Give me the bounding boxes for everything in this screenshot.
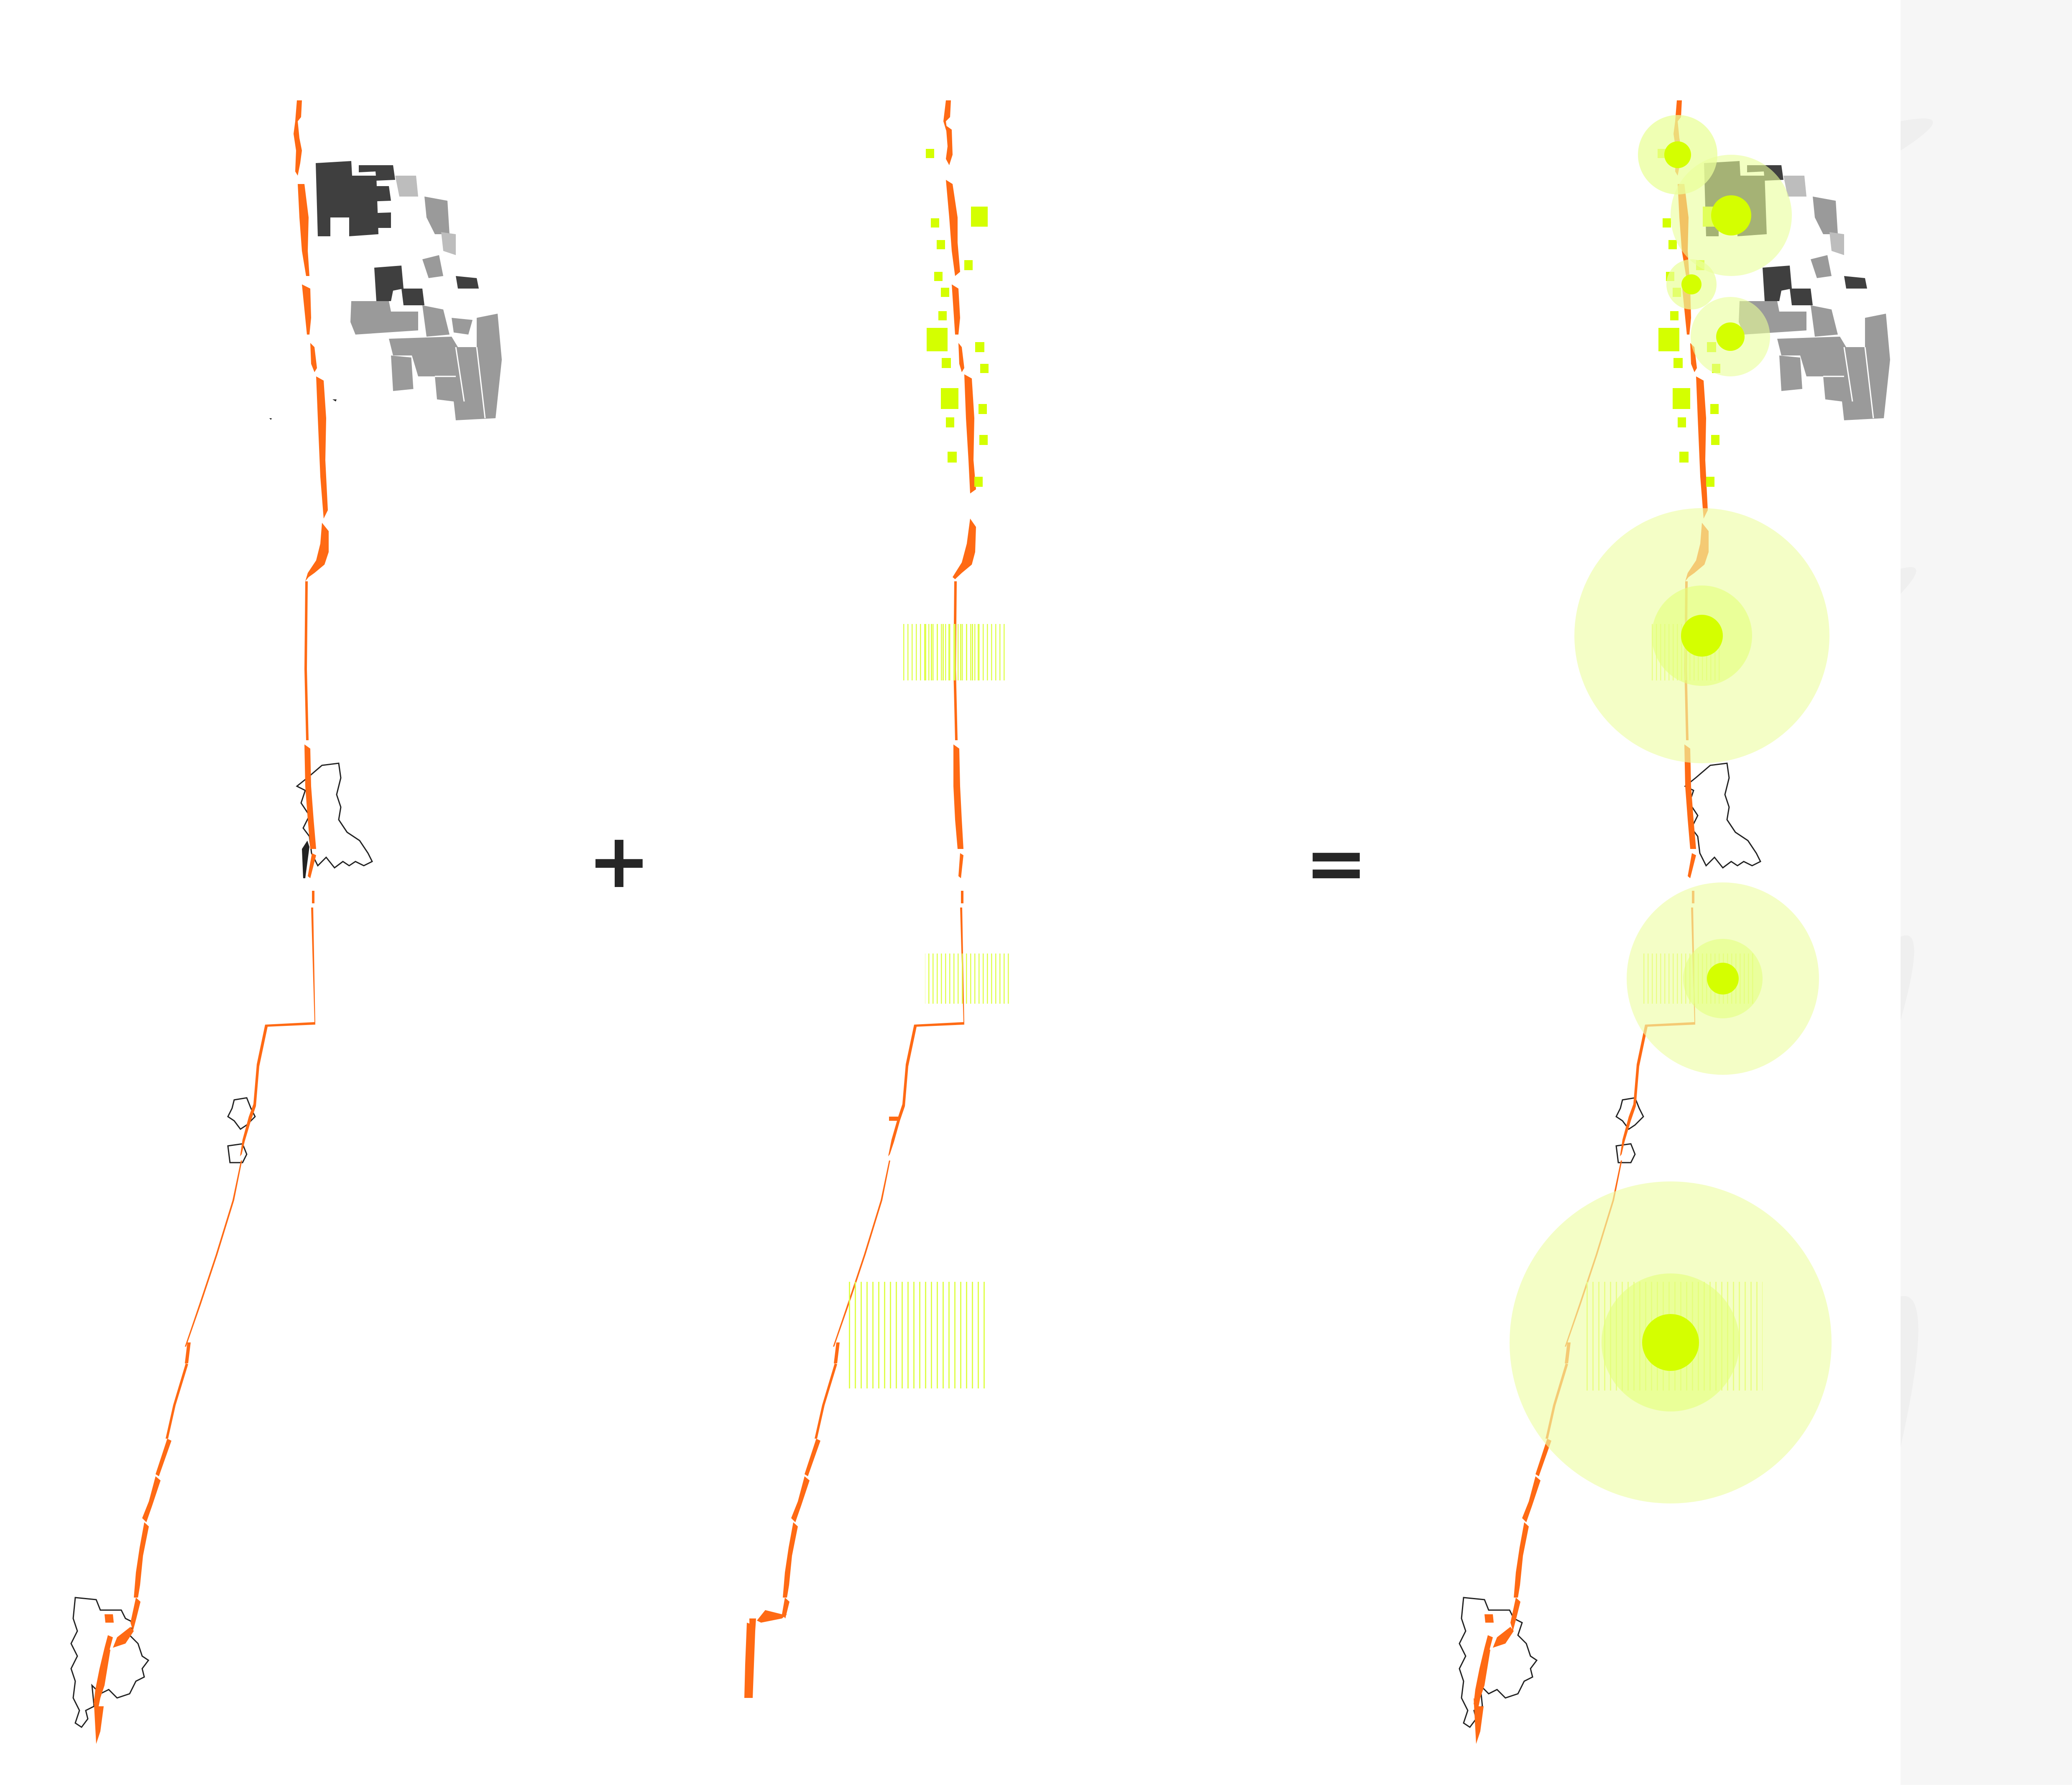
- buffer-core: [1681, 615, 1723, 657]
- feature-square: [975, 342, 984, 352]
- feature-square: [941, 288, 949, 297]
- route-line: [94, 100, 329, 1744]
- feature-square: [974, 477, 983, 487]
- hatched-zone: [849, 1282, 985, 1388]
- buffer-core: [1707, 963, 1739, 994]
- buffer-core: [1681, 274, 1702, 294]
- urban-block: [391, 355, 414, 391]
- urban-block: [395, 176, 418, 197]
- feature-square: [931, 218, 939, 228]
- urban-block: [401, 289, 424, 305]
- hatched-zone: [924, 624, 979, 680]
- feature-square: [941, 388, 958, 409]
- urban-block: [441, 232, 456, 255]
- urban-block: [456, 276, 479, 289]
- hatched-zone: [925, 954, 1012, 1004]
- urban-block: [422, 305, 450, 337]
- feature-square: [948, 452, 957, 463]
- equals-sign-icon: =: [1305, 820, 1368, 907]
- urban-block: [452, 318, 473, 335]
- urban-area-upper: [316, 161, 502, 420]
- urban-outline-middle: [227, 762, 373, 1163]
- buffer-core: [1642, 1314, 1699, 1371]
- side-panel-shadows: [1901, 118, 1933, 1447]
- feature-square: [937, 240, 945, 249]
- feature-square: [979, 404, 987, 414]
- buffer-zones: [1510, 115, 1832, 1503]
- feature-square: [926, 149, 934, 158]
- urban-block: [424, 197, 450, 234]
- urban-block: [389, 314, 502, 420]
- feature-square: [964, 260, 973, 270]
- feature-square: [927, 328, 948, 351]
- feature-squares: [926, 149, 989, 487]
- urban-block: [366, 186, 391, 202]
- panel-combined-result: [1459, 100, 1890, 1744]
- feature-hatched-zones: [849, 624, 1012, 1388]
- buffer-core: [1664, 141, 1691, 168]
- side-panel: [1901, 0, 2072, 1785]
- feature-square: [938, 311, 947, 320]
- route-dark-markers: [269, 399, 337, 878]
- urban-outline-middle: [1615, 762, 1762, 1163]
- plus-sign-icon: +: [588, 818, 651, 905]
- feature-square: [946, 417, 954, 427]
- buffer-core: [1716, 322, 1745, 351]
- panel-route-and-urban: [70, 100, 502, 1744]
- feature-square: [980, 364, 989, 373]
- urban-block: [374, 266, 404, 301]
- feature-square: [934, 272, 943, 281]
- feature-square: [979, 435, 988, 445]
- urban-outline-bottom: [1459, 1597, 1538, 1728]
- urban-block: [368, 212, 391, 228]
- feature-square: [942, 358, 951, 368]
- panel-route-and-features: [744, 100, 1012, 1698]
- urban-block: [422, 255, 443, 278]
- buffer-core: [1711, 195, 1751, 235]
- urban-block: [359, 165, 395, 181]
- urban-block: [316, 161, 378, 236]
- feature-square: [971, 207, 988, 227]
- urban-block: [350, 301, 418, 335]
